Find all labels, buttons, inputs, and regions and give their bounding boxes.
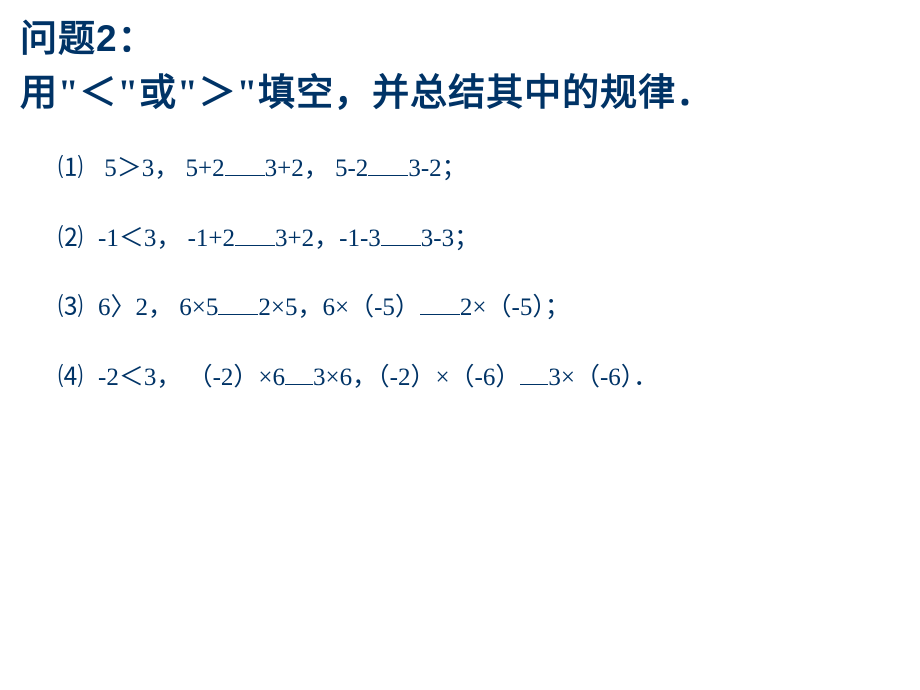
part2-left: （-2）×6 bbox=[181, 364, 285, 391]
part1: -1＜3， bbox=[98, 225, 181, 252]
blank bbox=[285, 384, 313, 385]
blank bbox=[381, 245, 421, 246]
part1: -2＜3， bbox=[98, 364, 181, 391]
row-marker: ⑷ bbox=[58, 359, 98, 397]
part2-right: 2×5， bbox=[258, 294, 322, 321]
exercise-row-3: ⑶6〉2， 6×5 2×5，6×（-5） 2×（-5）； bbox=[58, 289, 900, 327]
blank bbox=[520, 384, 548, 385]
part1: 6〉2， bbox=[98, 294, 173, 321]
row-marker: ⑵ bbox=[58, 220, 98, 258]
exercise-row-4: ⑷-2＜3， （-2）×6 3×6，（-2）×（-6） 3×（-6）． bbox=[58, 359, 900, 397]
exercise-row-2: ⑵-1＜3， -1+2 3+2，-1-3 3-3； bbox=[58, 220, 900, 258]
exercise-row-1: ⑴ 5＞3， 5+2 3+2， 5-2 3-2； bbox=[58, 150, 900, 188]
part3-right: 2×（-5）； bbox=[460, 294, 570, 321]
problem-instruction: 用"＜"或"＞"填空，并总结其中的规律． bbox=[20, 73, 714, 114]
part3-left: 5-2 bbox=[329, 155, 369, 182]
part2-right: 3+2， bbox=[265, 155, 329, 182]
problem-number: 问题2： bbox=[20, 18, 156, 59]
part3-right: 3×（-6）． bbox=[548, 364, 658, 391]
part3-left: -1-3 bbox=[339, 225, 381, 252]
problem-heading: 问题2： 用"＜"或"＞"填空，并总结其中的规律． bbox=[20, 12, 900, 120]
row-marker: ⑴ bbox=[58, 150, 98, 188]
part2-left: -1+2 bbox=[181, 225, 235, 252]
blank bbox=[368, 175, 408, 176]
blank bbox=[225, 175, 265, 176]
part1: 5＞3， bbox=[98, 155, 179, 182]
blank bbox=[218, 314, 258, 315]
part2-right: 3+2， bbox=[275, 225, 339, 252]
part2-left: 5+2 bbox=[179, 155, 224, 182]
part3-left: （-2）×（-6） bbox=[377, 364, 520, 391]
part3-left: 6×（-5） bbox=[322, 294, 419, 321]
blank bbox=[420, 314, 460, 315]
part2-left: 6×5 bbox=[173, 294, 218, 321]
part3-right: 3-2； bbox=[408, 155, 466, 182]
row-marker: ⑶ bbox=[58, 289, 98, 327]
part2-right: 3×6， bbox=[313, 364, 377, 391]
part3-right: 3-3； bbox=[421, 225, 479, 252]
exercise-list: ⑴ 5＞3， 5+23+2， 5-23-2； ⑵-1＜3， -1+23+2，-1… bbox=[20, 150, 900, 396]
blank bbox=[235, 245, 275, 246]
